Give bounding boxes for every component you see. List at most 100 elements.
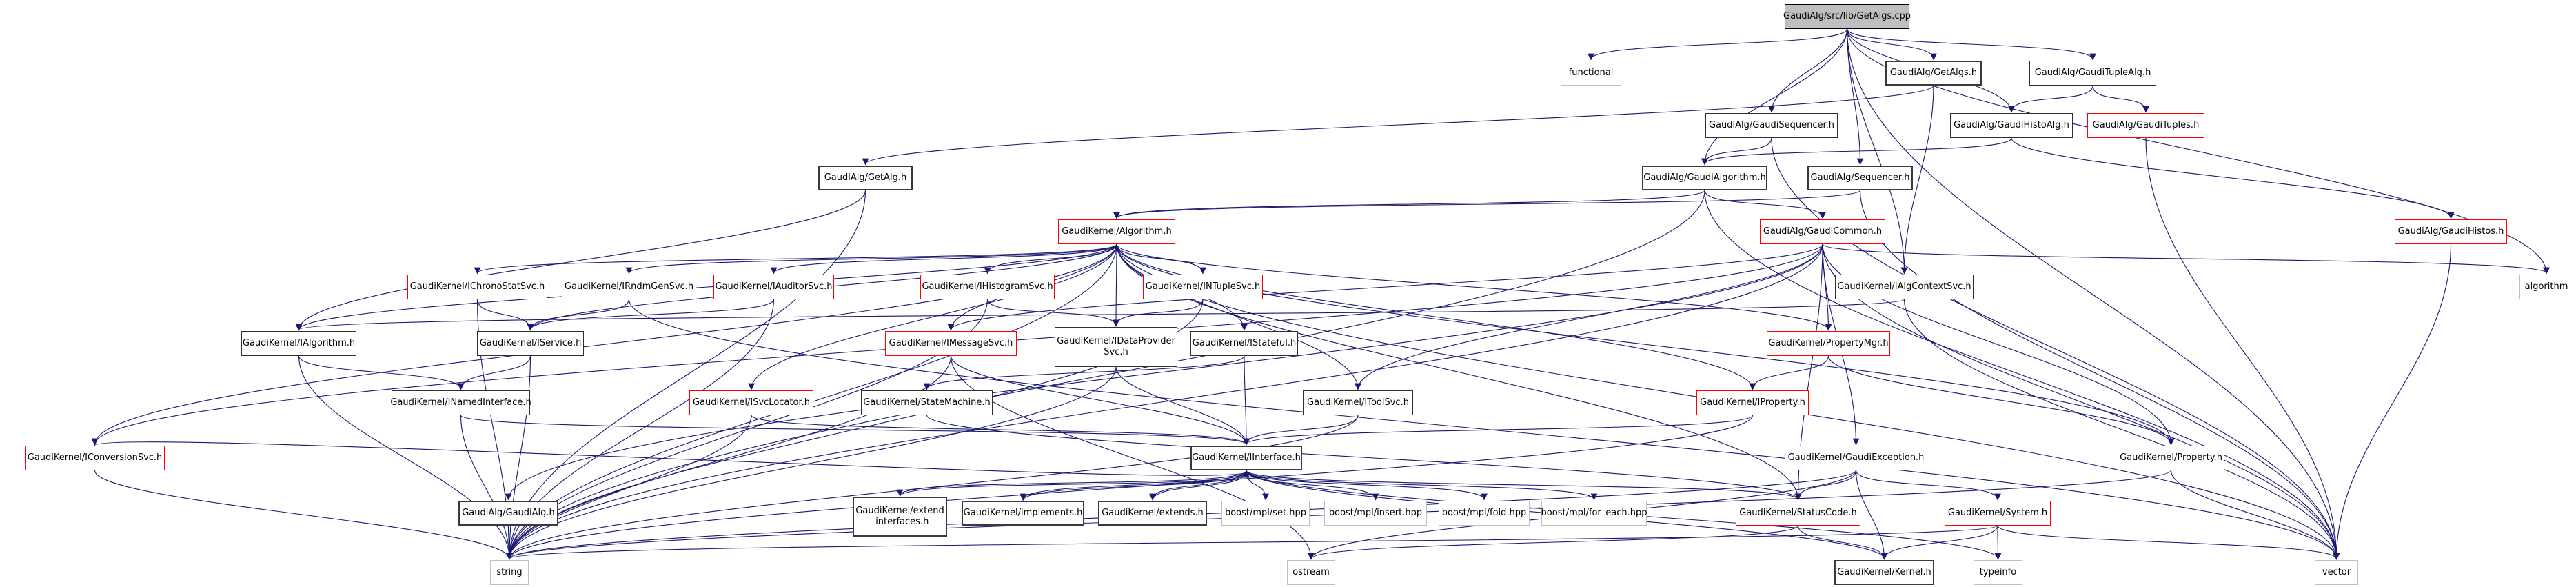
edge-iauditor-iservice [527, 299, 775, 331]
edge-gseq-vector [1771, 137, 2340, 560]
edge-kalgorithm-intuple [1116, 243, 1206, 275]
node-intuple[interactable]: GaudiKernel/INTupleSvc.h [1143, 275, 1263, 299]
node-mplforeach[interactable]: boost/mpl/for_each.hpp [1541, 501, 1647, 526]
node-imsgsvc[interactable]: GaudiKernel/IMessageSvc.h [885, 331, 1017, 356]
edge-root-functional [1588, 28, 1848, 61]
edge-imsgsvc-iinterface [950, 355, 1250, 446]
node-itoolsvc[interactable]: GaudiKernel/IToolSvc.h [1303, 390, 1413, 415]
edge-getalg-string [506, 190, 866, 560]
edge-gexception-kernel [1855, 470, 1888, 560]
node-istateful[interactable]: GaudiKernel/IStateful.h [1190, 331, 1298, 356]
node-kernel[interactable]: GaudiKernel/Kernel.h [1834, 560, 1934, 585]
node-ichrono[interactable]: GaudiKernel/IChronoStatSvc.h [407, 275, 547, 299]
node-idataprov[interactable]: GaudiKernel/IDataProvider Svc.h [1055, 327, 1177, 367]
edge-iservice-string [506, 355, 531, 560]
edge-istateful-statemachine [923, 355, 1245, 390]
edge-imsgsvc-ostream [950, 355, 1315, 560]
edge-ialgorithm-string [298, 355, 513, 560]
node-extends[interactable]: GaudiKernel/extends.h [1098, 501, 1207, 526]
edge-galgorithm-vector [1704, 190, 2340, 560]
node-algorithm[interactable]: algorithm [2519, 275, 2573, 299]
edge-tuplealg-gtuples [2092, 85, 2149, 113]
edges [91, 28, 2550, 560]
edge-kalgorithm-isvcloc [748, 243, 1117, 390]
edge-iinterface-mplforeach [1246, 470, 1598, 501]
graph-root-node[interactable]: GaudiAlg/src/lib/GetAlgs.cpp [1783, 4, 1911, 29]
edge-ihisto-idataprov [986, 299, 1119, 327]
node-typeinfo[interactable]: typeinfo [1974, 560, 2022, 585]
node-tuplealg[interactable]: GaudiAlg/GaudiTupleAlg.h [2029, 61, 2156, 86]
node-extint[interactable]: GaudiKernel/extend _interfaces.h [853, 497, 947, 537]
edge-intuple-idataprov [1113, 299, 1204, 327]
node-iproperty[interactable]: GaudiKernel/IProperty.h [1696, 390, 1809, 415]
node-ialgorithm[interactable]: GaudiKernel/IAlgorithm.h [241, 331, 356, 356]
node-statemachine[interactable]: GaudiKernel/StateMachine.h [861, 390, 993, 415]
node-property[interactable]: GaudiKernel/Property.h [2118, 446, 2224, 470]
node-functional[interactable]: functional [1561, 61, 1621, 86]
edge-inamed-string [460, 415, 513, 560]
node-vector[interactable]: vector [2315, 560, 2358, 585]
node-iservice[interactable]: GaudiKernel/IService.h [477, 331, 584, 356]
edge-implements-iinterface [1022, 470, 1250, 501]
edge-system-kernel [1880, 525, 1998, 560]
edge-ialgctx-ialgorithm [296, 299, 1905, 331]
node-irndm[interactable]: GaudiKernel/IRndmGenSvc.h [562, 275, 696, 299]
edge-kalgorithm-irndm [625, 243, 1117, 275]
node-ghistos[interactable]: GaudiAlg/GaudiHistos.h [2395, 219, 2507, 244]
node-histoalg[interactable]: GaudiAlg/GaudiHistoAlg.h [1950, 113, 2073, 138]
node-getalgs[interactable]: GaudiAlg/GetAlgs.h [1885, 61, 1982, 86]
edge-gcommon-gaudialg [505, 243, 1823, 501]
edge-getalgs-ialgctx [1900, 85, 1934, 275]
edge-gseq-galgorithm [1701, 137, 1772, 166]
node-inamed[interactable]: GaudiKernel/INamedInterface.h [390, 390, 531, 415]
edge-statemachine-statuscode [926, 415, 1802, 501]
node-mplinsert[interactable]: boost/mpl/insert.hpp [1324, 501, 1427, 526]
node-gcommon[interactable]: GaudiAlg/GaudiCommon.h [1760, 219, 1885, 244]
edge-gcommon-itoolsvc [1355, 243, 1823, 390]
node-mplset[interactable]: boost/mpl/set.hpp [1221, 501, 1310, 526]
node-iauditor[interactable]: GaudiKernel/IAuditorSvc.h [713, 275, 834, 299]
node-kalgorithm[interactable]: GaudiKernel/Algorithm.h [1058, 219, 1175, 244]
node-iconvsvc[interactable]: GaudiKernel/IConversionSvc.h [25, 446, 165, 470]
node-isvcloc[interactable]: GaudiKernel/ISvcLocator.h [689, 390, 813, 415]
node-gtuples[interactable]: GaudiAlg/GaudiTuples.h [2087, 113, 2204, 138]
node-getalg[interactable]: GaudiAlg/GetAlg.h [818, 166, 913, 190]
edge-histoalg-ghistos [2011, 137, 2455, 219]
node-gexception[interactable]: GaudiKernel/GaudiException.h [1785, 446, 1927, 470]
edge-root-vector [1846, 28, 2340, 560]
edge-idataprov-iinterface [1115, 366, 1250, 446]
node-ialgctx[interactable]: GaudiKernel/IAlgContextSvc.h [1835, 275, 1974, 299]
edge-kalgorithm-ichrono [474, 243, 1117, 275]
edge-getalg-ialgorithm [295, 190, 866, 331]
node-sequencer[interactable]: GaudiAlg/Sequencer.h [1807, 166, 1913, 190]
edge-iproperty-string [506, 415, 1754, 560]
edge-galgorithm-string [506, 190, 1705, 560]
edge-statuscode-kernel [1797, 525, 1888, 560]
edge-root-gseq [1768, 28, 1848, 113]
node-galgorithm[interactable]: GaudiAlg/GaudiAlgorithm.h [1642, 166, 1767, 190]
node-ihisto[interactable]: GaudiKernel/IHistogramSvc.h [920, 275, 1055, 299]
edge-irndm-iservice [527, 299, 630, 331]
node-ostream[interactable]: ostream [1287, 560, 1335, 585]
edge-system-string [506, 525, 1998, 560]
node-string[interactable]: string [490, 560, 529, 585]
edge-kalgorithm-ialgorithm [295, 243, 1117, 331]
edge-system-vector [1997, 525, 2340, 560]
node-mplfold[interactable]: boost/mpl/fold.hpp [1439, 501, 1530, 526]
edge-iproperty-iinterface [1243, 415, 1754, 446]
node-system[interactable]: GaudiKernel/System.h [1945, 501, 2051, 526]
edge-root-ialgctx [1846, 28, 1908, 275]
edge-gtuples-vector [2145, 137, 2340, 560]
edge-isvcloc-string [506, 415, 752, 560]
node-gaudialg[interactable]: GaudiAlg/GaudiAlg.h [458, 501, 558, 526]
node-gseq[interactable]: GaudiAlg/GaudiSequencer.h [1705, 113, 1838, 138]
node-iinterface[interactable]: GaudiKernel/IInterface.h [1190, 446, 1302, 470]
edge-galgorithm-gcommon [1704, 190, 1826, 219]
node-implements[interactable]: GaudiKernel/implements.h [962, 501, 1084, 526]
node-statuscode[interactable]: GaudiKernel/StatusCode.h [1736, 501, 1860, 526]
edge-galgorithm-kalgorithm [1113, 190, 1705, 219]
edge-root-galgorithm [1701, 28, 1848, 166]
edge-gcommon-algorithm [1822, 243, 2550, 275]
node-propmgr[interactable]: GaudiKernel/PropertyMgr.h [1767, 331, 1890, 356]
